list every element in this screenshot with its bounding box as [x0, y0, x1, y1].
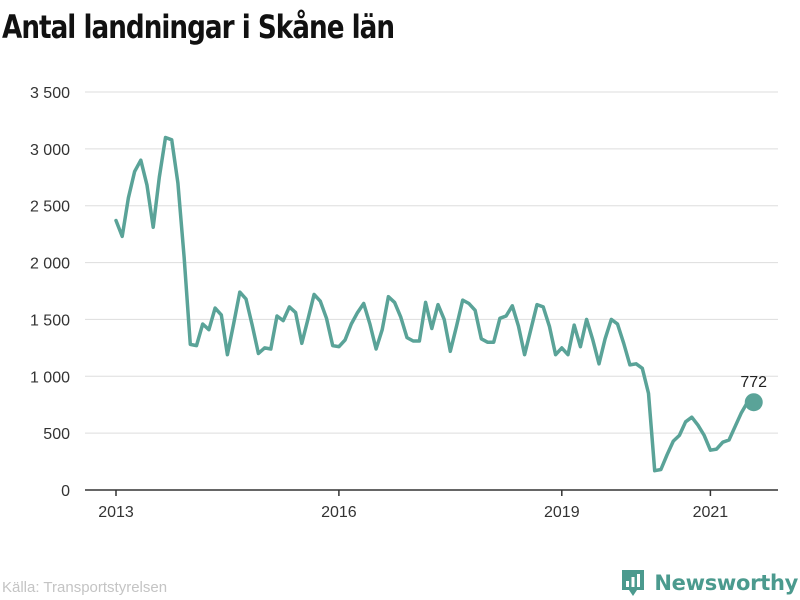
x-tick-label: 2019: [544, 504, 580, 521]
brand-logo: Newsworthy: [620, 568, 798, 598]
y-axis-ticks: 0 500 1 000 1 500 2 000 2 500 3 000 3 500: [30, 85, 70, 500]
y-tick-label: 0: [61, 483, 70, 500]
x-tick-label: 2013: [98, 504, 134, 521]
y-tick-label: 500: [43, 426, 70, 443]
chart-title: Antal landningar i Skåne län: [2, 8, 395, 46]
y-tick-label: 2 000: [30, 256, 70, 273]
x-axis-ticks: 2013 2016 2019 2021: [98, 490, 728, 521]
series-line: [114, 135, 750, 473]
end-point-marker: [744, 393, 763, 412]
gridlines: [85, 91, 778, 434]
x-tick-label: 2016: [321, 504, 357, 521]
y-tick-label: 2 500: [30, 199, 70, 216]
y-tick-label: 3 000: [30, 142, 70, 159]
y-tick-label: 1 000: [30, 369, 70, 386]
x-tick-label: 2021: [693, 504, 729, 521]
brand-name: Newsworthy: [654, 571, 798, 595]
source-credit: Källa: Transportstyrelsen: [2, 579, 168, 596]
end-point-label: 772: [740, 374, 767, 391]
newsworthy-bar-chart-icon: [622, 570, 645, 596]
y-tick-label: 3 500: [30, 85, 70, 102]
y-tick-label: 1 500: [30, 312, 70, 329]
